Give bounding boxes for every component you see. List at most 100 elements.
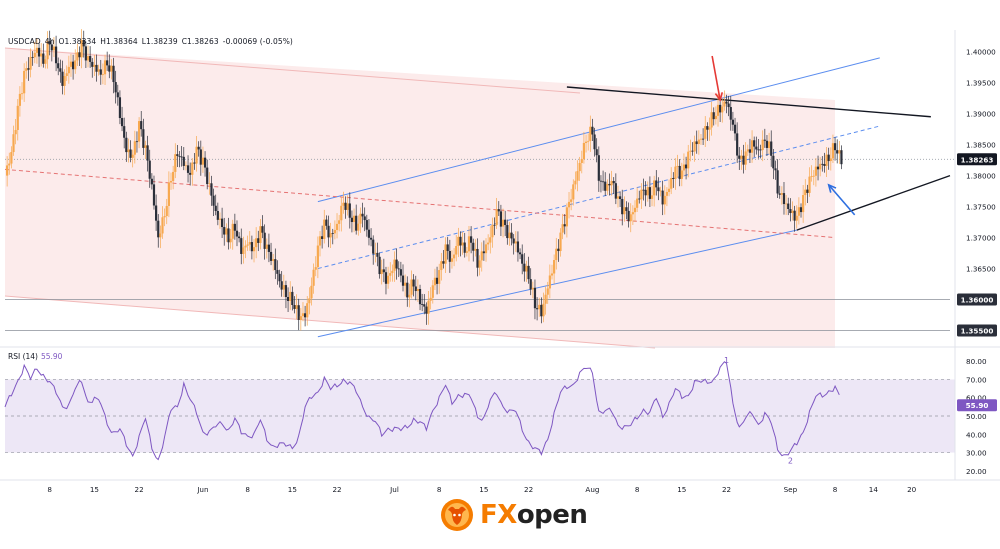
candle-body (69, 61, 73, 67)
candle-body (238, 236, 241, 239)
candle-body (763, 139, 766, 141)
current-price-badge-label: 1.38263 (961, 155, 994, 164)
candle-body (640, 189, 643, 200)
candle-body (261, 226, 264, 233)
candle-body (767, 141, 771, 148)
candle-body (152, 184, 156, 206)
time-tick-label: Jun (196, 485, 208, 494)
current-price-badge-bg (957, 153, 997, 166)
annotation-arrows (711, 55, 856, 216)
candle-body (348, 203, 351, 218)
candle-body (89, 56, 92, 62)
candle-body (514, 241, 517, 244)
candle-body (159, 233, 162, 238)
time-tick-label: Jul (389, 485, 399, 494)
candle-body (599, 180, 603, 182)
candle-body (163, 216, 166, 218)
rsi-header[interactable]: RSI (14) 55.90 (8, 352, 62, 361)
candle-body (212, 195, 215, 206)
rsi-marker-2: 2 (788, 457, 793, 466)
candle-body (448, 251, 451, 262)
candle-body (459, 236, 462, 246)
red-arrow-shaft (711, 55, 721, 101)
candle-body (638, 198, 641, 200)
down-channel-lower (4, 295, 656, 349)
candle-body (40, 53, 43, 57)
symbol-label[interactable]: USDCAD (8, 37, 41, 46)
level-badge-bg (957, 293, 997, 306)
candle-body (387, 275, 390, 284)
candle-body (480, 251, 483, 261)
candle-body (312, 269, 315, 286)
candle-body (591, 126, 594, 135)
candle-body (233, 223, 236, 231)
candle-body (793, 210, 796, 221)
candle-body (499, 211, 503, 227)
candle-body (808, 176, 811, 193)
candle-body (301, 313, 305, 317)
candle-body (412, 279, 415, 287)
candle-body (584, 141, 588, 143)
candle-body (276, 270, 279, 274)
price-tick-label: 1.36500 (966, 265, 996, 274)
price-candles (6, 29, 843, 331)
candle-body (644, 189, 647, 196)
candle-body (327, 225, 330, 238)
candle-body (476, 248, 479, 268)
candle-body (757, 149, 760, 151)
candle-body (129, 149, 132, 158)
candle-body (44, 59, 47, 64)
candle-body (367, 229, 371, 238)
candle-body (742, 155, 745, 165)
candle-body (621, 198, 624, 215)
candle-body (6, 165, 9, 176)
candle-body (482, 251, 485, 254)
candle-body (182, 156, 185, 166)
candle-body (495, 209, 498, 226)
candle-body (20, 93, 24, 95)
timeframe-label[interactable]: 4h (44, 37, 55, 46)
candle-body (127, 149, 130, 153)
candle-body (759, 149, 762, 151)
candle-body (712, 112, 715, 120)
support-line (796, 174, 951, 231)
candle-body (723, 101, 726, 107)
candle-body (80, 40, 83, 58)
red-arrow-head (714, 92, 724, 102)
candle-body (340, 205, 343, 221)
candle-body (548, 275, 551, 289)
candle-body (729, 107, 732, 120)
candle-body (144, 145, 147, 148)
rsi-title: RSI (14) (8, 352, 38, 361)
candle-body (118, 97, 122, 119)
candle-body (708, 127, 711, 130)
time-tick-label: 22 (722, 485, 731, 494)
candle-body (831, 143, 835, 159)
candle-body (755, 146, 758, 150)
candle-body (250, 242, 253, 252)
candle-body (593, 134, 596, 150)
candle-body (567, 201, 571, 208)
candle-body (310, 285, 313, 299)
candle-body (472, 242, 475, 251)
price-tick-label: 1.38000 (966, 172, 996, 181)
candle-body (197, 146, 200, 150)
candle-body (806, 189, 809, 193)
trend-lines (4, 57, 951, 338)
candle-body (697, 139, 700, 145)
candle-body (186, 165, 190, 173)
candle-body (508, 232, 511, 239)
candle-body (355, 215, 358, 231)
candle-body (506, 225, 509, 239)
candle-body (595, 149, 598, 156)
candle-body (255, 238, 258, 248)
candle-body (23, 70, 26, 94)
candle-body (452, 254, 456, 259)
candle-body (218, 218, 222, 220)
candle-body (538, 304, 541, 310)
candle-body (286, 297, 290, 301)
candle-body (231, 223, 234, 239)
candle-body (655, 180, 658, 188)
candle-body (63, 76, 66, 86)
